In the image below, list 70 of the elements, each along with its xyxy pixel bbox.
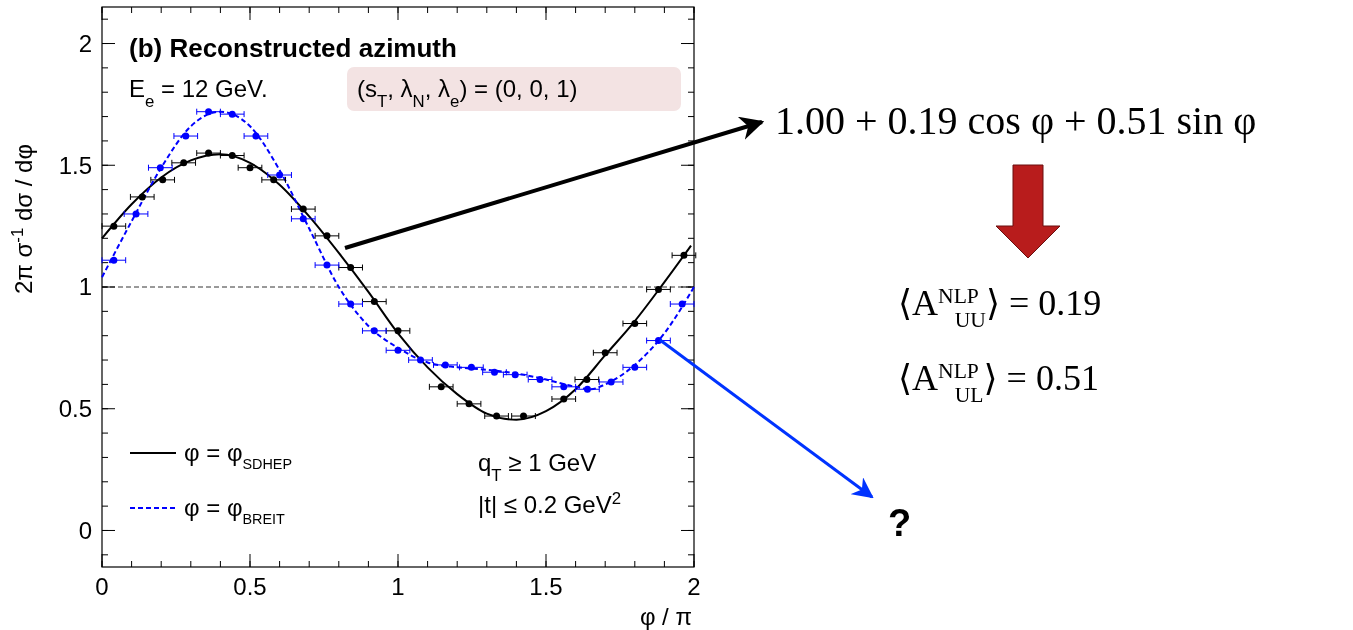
point [110, 256, 118, 264]
point [370, 298, 378, 306]
point [437, 383, 445, 391]
point [607, 378, 615, 386]
text: ⟨A$^{NLP}$$_{UU}$⟩ = 0.19 [898, 283, 1102, 332]
point [246, 164, 254, 172]
text: (b) Reconstructed azimuth [129, 33, 457, 63]
text: ? [888, 502, 912, 544]
point [583, 385, 591, 393]
point [132, 210, 140, 218]
point [299, 205, 307, 213]
point [156, 164, 164, 172]
point [110, 222, 118, 230]
point [560, 383, 568, 391]
y-tick-label: 2 [78, 29, 92, 57]
point [299, 215, 307, 223]
point [159, 176, 167, 184]
point [631, 363, 639, 371]
y-tick-label: 0.5 [58, 395, 92, 423]
point [347, 264, 355, 272]
point [180, 159, 188, 167]
x-axis-title: φ / π [639, 603, 692, 630]
point [417, 356, 424, 364]
point [441, 361, 449, 369]
x-tick-label: 0 [95, 573, 109, 600]
point [511, 371, 519, 379]
text: ⟨A$^{NLP}$$_{UL}$⟩ = 0.51 [898, 358, 1099, 407]
point [601, 349, 609, 357]
point [394, 346, 402, 354]
y-tick-label: 0 [78, 516, 92, 544]
y-tick-label: 1 [78, 273, 92, 301]
point [347, 300, 355, 308]
point [205, 108, 213, 116]
text: 1.00 + 0.19 cos φ + 0.51 sin φ [775, 98, 1257, 143]
annotation: q$_{T}$ ≥ 1 GeV [478, 449, 597, 485]
x-tick-label: 2 [687, 573, 701, 600]
point [493, 412, 501, 420]
point [228, 152, 236, 160]
point [678, 300, 686, 308]
x-tick-label: 1.5 [529, 573, 563, 600]
point [323, 232, 331, 240]
point [205, 149, 213, 157]
point [520, 412, 527, 420]
point [394, 327, 402, 335]
point [536, 376, 544, 384]
x-tick-label: 0.5 [233, 573, 267, 600]
point [654, 285, 662, 293]
point [467, 363, 475, 371]
annotation: |t| ≤ 0.2 GeV$^{2}$ [478, 488, 622, 518]
point [182, 132, 190, 140]
annotation: E$_{e}$ = 12 GeV. [129, 75, 268, 111]
legend-label: φ = φ$_{SDHEP}$ [184, 439, 293, 473]
y-tick-label: 1.5 [58, 151, 92, 179]
point [631, 320, 639, 328]
point [323, 261, 331, 269]
point [680, 251, 688, 259]
point [583, 376, 591, 384]
legend-label: φ = φ$_{BREIT}$ [184, 494, 286, 528]
point [465, 400, 473, 408]
point [252, 132, 260, 140]
x-tick-label: 1 [391, 573, 405, 600]
point [370, 327, 378, 335]
point [228, 110, 236, 118]
point [138, 193, 146, 201]
line-series [101, 110, 695, 391]
point [276, 171, 284, 179]
annotation: (s$_{T}$, λ$_{N}$, λ$_{e}$) = (0, 0, 1) [357, 75, 578, 111]
point [270, 176, 278, 184]
point [560, 395, 568, 403]
point [491, 368, 498, 376]
